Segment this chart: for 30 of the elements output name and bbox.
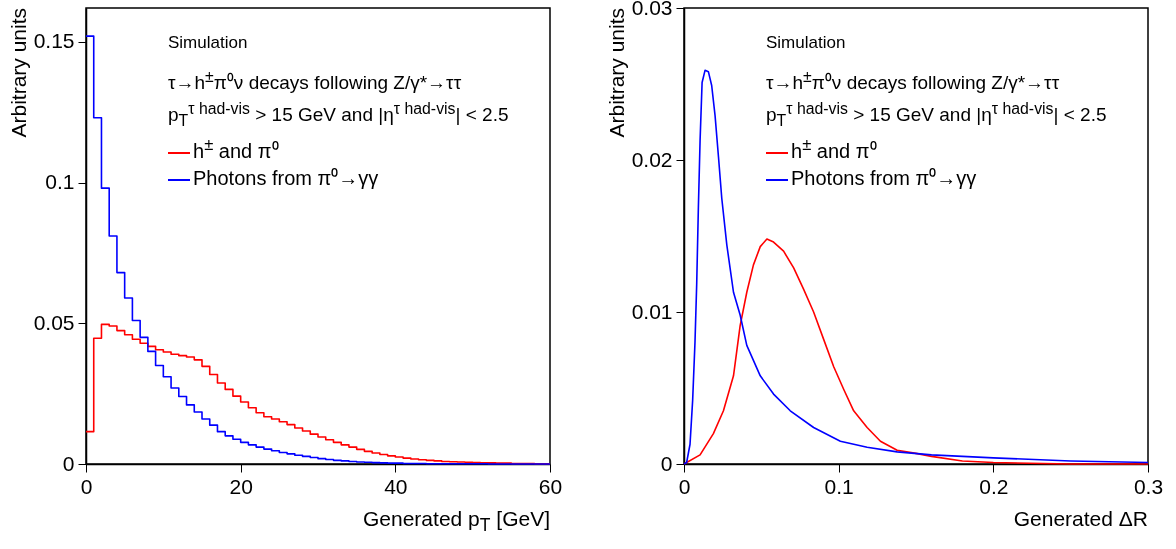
- annotation: τ→h$^{±}$π⁰ν decays following Z/γ*→ττ: [168, 67, 463, 96]
- legend-label: Photons from π⁰→γγ: [791, 166, 977, 189]
- legend-label: h$^{±}$ and π⁰: [791, 135, 877, 162]
- x-tick-label: 20: [229, 474, 253, 498]
- x-tick-label: 0.2: [979, 474, 1009, 498]
- legend-label: h$^{±}$ and π⁰: [193, 135, 279, 162]
- y-tick-label: 0: [62, 451, 75, 475]
- y-tick-label: 0: [660, 451, 673, 475]
- x-tick-label: 0: [80, 474, 93, 498]
- x-tick-label: 0: [678, 474, 691, 498]
- annotation: Simulation: [168, 32, 249, 54]
- x-tick-label: 0.3: [1133, 474, 1164, 498]
- y-tick-label: 0.1: [45, 170, 75, 194]
- x-tick-label: 0.1: [824, 474, 854, 498]
- annotation: Simulation: [766, 32, 847, 54]
- y-axis-title: Arbitrary units: [6, 8, 31, 138]
- x-tick-label: 60: [538, 474, 563, 498]
- y-tick-label: 0.02: [631, 147, 673, 171]
- y-tick-label: 0.05: [33, 310, 75, 334]
- x-axis-title: Generated ΔR: [1013, 506, 1148, 532]
- annotation: p$_{T}$$^{τ had-vis}$ > 15 GeV and |η$^{τ had-vis}$| < 2.5: [168, 99, 509, 132]
- x-tick-label: 40: [384, 474, 408, 498]
- x-axis-title: Generated p$_{T}$ [GeV]: [363, 506, 550, 538]
- annotation: τ→h$^{±}$π⁰ν decays following Z/γ*→ττ: [766, 67, 1061, 96]
- y-tick-label: 0.01: [631, 299, 673, 323]
- legend-label: Photons from π⁰→γγ: [193, 166, 379, 189]
- y-tick-label: 0.15: [33, 29, 75, 53]
- y-tick-label: 0.03: [631, 0, 673, 19]
- annotation: p$_{T}$$^{τ had-vis}$ > 15 GeV and |η$^{τ had-vis}$| < 2.5: [766, 99, 1107, 132]
- y-axis-title: Arbitrary units: [604, 8, 629, 138]
